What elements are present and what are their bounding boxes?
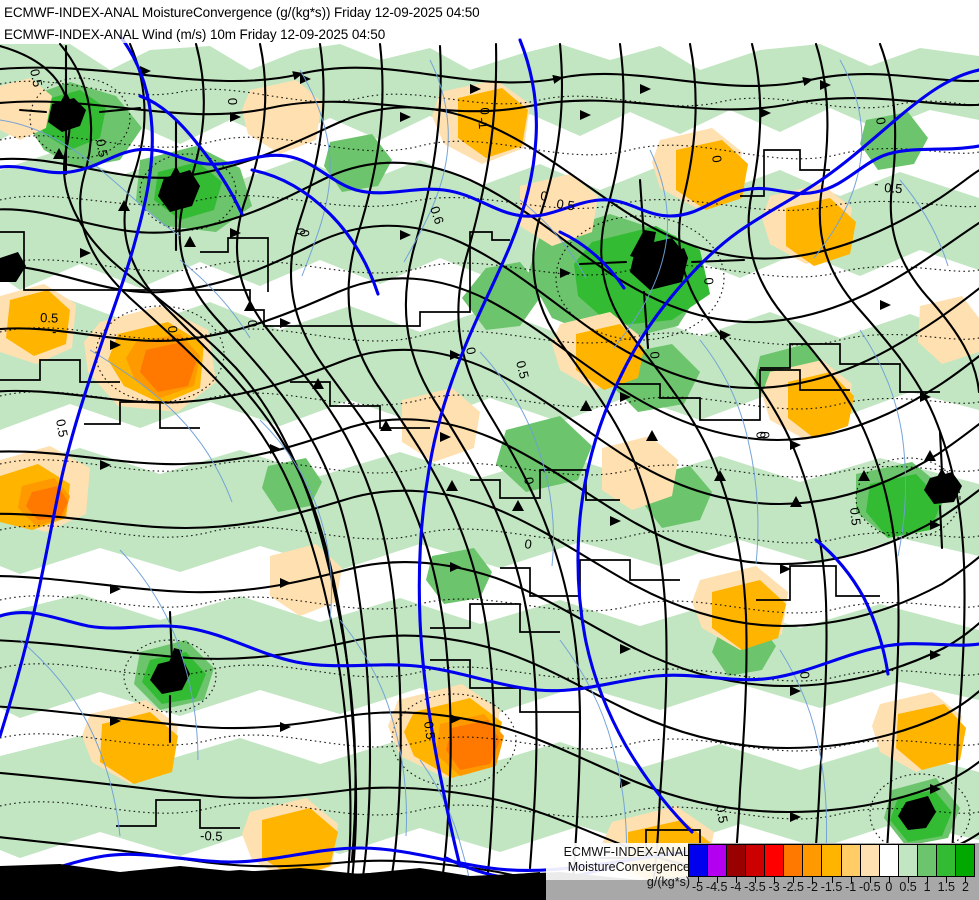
tickmark <box>716 877 718 883</box>
tickmark <box>774 877 776 883</box>
tickmark <box>927 877 929 883</box>
svg-text:0: 0 <box>225 98 240 106</box>
svg-text:-: - <box>874 176 879 191</box>
colorbar-tickmarks <box>688 877 975 883</box>
colorbar-tick-0_5: 0.5 <box>899 880 917 894</box>
svg-text:0.5: 0.5 <box>421 720 438 740</box>
colorbar-tick-neg0_5: -0.5 <box>858 880 881 894</box>
colorbar-tick-neg5: -5 <box>692 880 704 894</box>
tickmark <box>812 877 814 883</box>
legend-title-line-2: MoistureConvergence <box>567 860 690 874</box>
rivers <box>0 59 949 900</box>
colorbar-tick-1: 1 <box>923 880 931 894</box>
colorbar-tick-neg2: -2 <box>806 880 818 894</box>
map-title-line-2: ECMWF-INDEX-ANAL Wind (m/s) 10m Friday 1… <box>0 24 389 43</box>
colorbar-swatch-14 <box>955 845 974 876</box>
svg-text:0: 0 <box>873 116 889 125</box>
svg-text:0.5: 0.5 <box>847 507 864 527</box>
colorbar-swatch-4 <box>765 845 785 876</box>
tickmark <box>735 877 737 883</box>
svg-text:0: 0 <box>701 277 717 286</box>
map-title-line-1: ECMWF-INDEX-ANAL MoistureConvergence (g/… <box>0 2 483 21</box>
colorbar-tick-neg3: -3 <box>768 880 780 894</box>
borders-and-rivers <box>0 34 979 890</box>
wind-streamlines <box>0 42 979 900</box>
colorbar-swatch-6 <box>803 845 823 876</box>
colorbar-swatch-13 <box>936 845 956 876</box>
tickmark <box>831 877 833 883</box>
tickmark <box>754 877 756 883</box>
colorbar-swatch-12 <box>917 845 937 876</box>
tickmark <box>850 877 852 883</box>
legend-gray-band <box>546 880 979 900</box>
svg-text:0: 0 <box>521 476 537 486</box>
streamline-arrowheads <box>53 66 948 822</box>
svg-text:0: 0 <box>297 229 312 237</box>
svg-text:0.6: 0.6 <box>427 204 447 226</box>
colorbar-swatch-0 <box>689 845 709 876</box>
svg-text:-: - <box>52 324 57 339</box>
svg-text:0.5: 0.5 <box>53 418 71 438</box>
tickmark <box>965 877 967 883</box>
contour-value-labels: 0.5 0.5 0.5 - 0.5 0 0 0 0.6 0 -1 0.5 0.5… <box>27 68 952 844</box>
colorbar-swatch-2 <box>727 845 747 876</box>
colorbar-tick-neg1: -1 <box>845 880 857 894</box>
svg-text:0: 0 <box>797 671 813 680</box>
svg-text:0.5: 0.5 <box>27 68 45 89</box>
svg-text:0: 0 <box>944 472 952 487</box>
svg-text:0.5: 0.5 <box>160 668 180 685</box>
legend-title-line-1: ECMWF-INDEX-ANAL <box>563 845 690 859</box>
svg-text:0: 0 <box>477 107 493 116</box>
svg-text:-0.5: -0.5 <box>200 828 223 844</box>
zero-contour-lines <box>0 77 979 855</box>
svg-text:0.5: 0.5 <box>884 180 903 196</box>
colorbar-tick-1_5: 1.5 <box>937 880 955 894</box>
svg-text:0.5: 0.5 <box>513 359 532 380</box>
colorbar-tick-neg3_5: -3.5 <box>744 880 766 894</box>
svg-text:0: 0 <box>757 431 773 440</box>
colorbar-swatch-7 <box>822 845 842 876</box>
colorbar-swatch-11 <box>898 845 918 876</box>
svg-text:0: 0 <box>245 320 260 328</box>
colorbar-tick-2: 2 <box>961 880 969 894</box>
tickmark <box>888 877 890 883</box>
colorbar-swatch-1 <box>708 845 728 876</box>
colorbar-tick-neg4_5: -4.5 <box>705 880 728 894</box>
colorbar-swatch-5 <box>784 845 804 876</box>
svg-text:-1: -1 <box>475 117 491 130</box>
svg-text:0: 0 <box>293 228 308 236</box>
colorbar-tick-labels: -5 -4.5 -4 -3.5 -3 -2.5 -2 -1.5 -1 -0.5 0 0.5 1 1.5 2 <box>678 877 978 899</box>
colorbar-swatch-3 <box>746 845 766 876</box>
svg-text:0: 0 <box>753 430 769 439</box>
legend-units: g/(kg*s) <box>646 875 690 889</box>
colorbar-legend[interactable]: ECMWF-INDEX-ANAL MoistureConvergence g/(… <box>546 843 979 900</box>
svg-text:0.5: 0.5 <box>40 310 59 326</box>
svg-text:0.5: 0.5 <box>713 804 731 824</box>
tickmark <box>793 877 795 883</box>
svg-text:0: 0 <box>709 154 725 163</box>
colorbar-tick-neg1_5: -1.5 <box>820 880 843 894</box>
svg-text:0.5: 0.5 <box>556 196 576 213</box>
colorbar-swatch-8 <box>841 845 861 876</box>
svg-text:0: 0 <box>647 351 663 360</box>
colorbar-tick-0: 0 <box>885 880 893 894</box>
svg-text:0: 0 <box>165 325 180 333</box>
legend-caption: ECMWF-INDEX-ANAL MoistureConvergence g/(… <box>546 843 696 900</box>
colorbar-tick-neg4: -4 <box>730 880 742 894</box>
svg-text:0: 0 <box>540 188 549 204</box>
tickmark <box>946 877 948 883</box>
svg-text:0: 0 <box>524 536 533 552</box>
colorbar-swatches[interactable] <box>688 844 975 877</box>
svg-text:0: 0 <box>463 346 479 356</box>
svg-text:0.5: 0.5 <box>93 138 111 158</box>
tickmark <box>908 877 910 883</box>
tickmark <box>697 877 699 883</box>
colorbar-swatch-10 <box>879 845 899 876</box>
tickmark <box>869 877 871 883</box>
colorbar-swatch-9 <box>860 845 880 876</box>
colorbar-tick-neg2_5: -2.5 <box>782 880 804 894</box>
